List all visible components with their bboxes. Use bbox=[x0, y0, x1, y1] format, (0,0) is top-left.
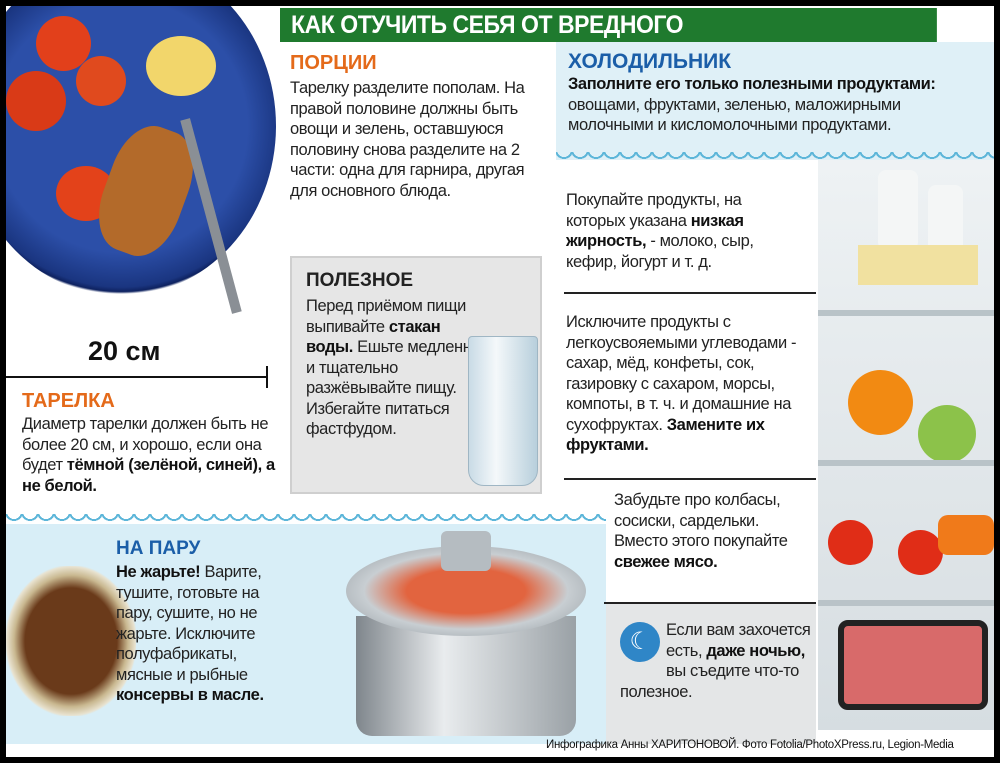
credit-line: Инфографика Анны ХАРИТОНОВОЙ. Фото Fotol… bbox=[546, 739, 954, 751]
fridge-tip-3: Забудьте про колбасы, сосиски, сардельки… bbox=[614, 491, 788, 571]
fridge-tip-4: ☾ Если вам захочется есть, даже ночью, в… bbox=[620, 621, 811, 701]
wave-divider-bottom bbox=[6, 514, 606, 524]
portions-text: Тарелку разделите пополам. На правой пол… bbox=[290, 79, 525, 200]
fridge-intro: Заполните его только полезными продуктам… bbox=[568, 75, 936, 134]
sprats-can-image bbox=[6, 566, 136, 716]
fridge-image bbox=[818, 160, 994, 730]
fridge-heading: ХОЛОДИЛЬНИК bbox=[568, 50, 732, 73]
useful-text: Перед приёмом пищи выпивайте стакан воды… bbox=[306, 297, 481, 438]
plate-heading: ТАРЕЛКА bbox=[22, 390, 115, 412]
size-arrow bbox=[6, 376, 268, 378]
plate-text: Диаметр тарелки должен быть не более 20 … bbox=[22, 415, 275, 495]
page-title: КАК ОТУЧИТЬ СЕБЯ ОТ ВРЕДНОГО bbox=[280, 8, 937, 42]
steam-heading: НА ПАРУ bbox=[116, 538, 201, 559]
wave-divider bbox=[556, 152, 994, 162]
fridge-tip-2: Исключите продукты с легкоусвояемыми угл… bbox=[566, 313, 797, 454]
portions-heading: ПОРЦИИ bbox=[290, 52, 377, 74]
fridge-tip-1: Покупайте продукты, на которых указана н… bbox=[566, 191, 754, 271]
plate-size-label: 20 см bbox=[88, 336, 161, 366]
fridge-header: ХОЛОДИЛЬНИК Заполните его только полезны… bbox=[556, 42, 994, 160]
steam-text: Не жарьте! Варите, тушите, готовьте на п… bbox=[116, 563, 264, 704]
infographic: КАК ОТУЧИТЬ СЕБЯ ОТ ВРЕДНОГО 20 см ТАРЕЛ… bbox=[6, 6, 994, 757]
pot-image bbox=[336, 526, 596, 736]
night-icon: ☾ bbox=[620, 622, 660, 662]
water-glass-image bbox=[468, 336, 538, 486]
plate-image bbox=[6, 6, 276, 314]
useful-heading: ПОЛЕЗНОЕ bbox=[306, 270, 414, 291]
